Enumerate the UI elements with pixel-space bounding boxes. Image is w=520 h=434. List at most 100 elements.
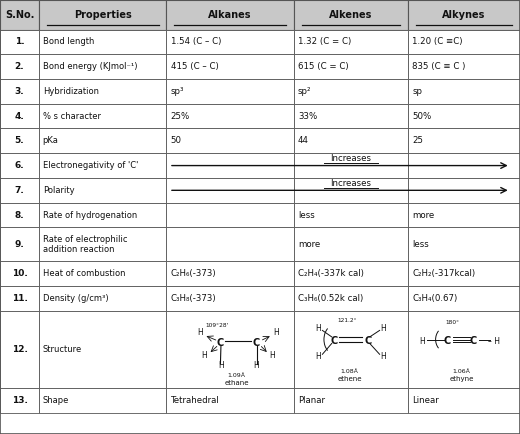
Text: Linear: Linear bbox=[412, 396, 439, 405]
Text: 1.32 (C = C): 1.32 (C = C) bbox=[298, 37, 351, 46]
Text: Planar: Planar bbox=[298, 396, 325, 405]
Bar bbox=[39, 54, 166, 79]
Text: H: H bbox=[273, 328, 279, 337]
Text: H: H bbox=[315, 352, 321, 362]
Bar bbox=[408, 104, 520, 128]
Text: 1.06Å: 1.06Å bbox=[452, 369, 470, 374]
Bar bbox=[408, 227, 520, 261]
Text: C₂H₄(-337k cal): C₂H₄(-337k cal) bbox=[298, 269, 364, 278]
Bar bbox=[294, 311, 408, 388]
Bar bbox=[166, 311, 294, 388]
Bar bbox=[0, 153, 39, 178]
Text: H: H bbox=[269, 352, 275, 360]
Bar bbox=[0, 311, 39, 388]
Text: 44: 44 bbox=[298, 136, 309, 145]
Bar bbox=[166, 128, 294, 153]
Bar bbox=[408, 311, 520, 388]
Text: S.No.: S.No. bbox=[5, 10, 34, 20]
Text: 835 (C ≡ C ): 835 (C ≡ C ) bbox=[412, 62, 466, 71]
Text: 12.: 12. bbox=[11, 345, 28, 354]
Bar bbox=[408, 79, 520, 104]
Text: 9.: 9. bbox=[15, 240, 24, 249]
Bar bbox=[166, 261, 294, 286]
Text: C₂H₂(-317kcal): C₂H₂(-317kcal) bbox=[412, 269, 475, 278]
Text: Rate of electrophilic
addition reaction: Rate of electrophilic addition reaction bbox=[43, 235, 127, 254]
Text: H: H bbox=[420, 337, 425, 346]
Text: 5.: 5. bbox=[15, 136, 24, 145]
Text: C₃H₆(0.52k cal): C₃H₆(0.52k cal) bbox=[298, 294, 363, 303]
Bar bbox=[294, 79, 408, 104]
Bar bbox=[166, 203, 294, 227]
Bar bbox=[408, 178, 520, 203]
Text: 7.: 7. bbox=[15, 186, 24, 195]
Text: Alkanes: Alkanes bbox=[209, 10, 252, 20]
Text: 25%: 25% bbox=[171, 112, 190, 121]
Text: ethane: ethane bbox=[224, 380, 249, 386]
Text: sp³: sp³ bbox=[171, 87, 184, 96]
Bar bbox=[0, 30, 39, 54]
Text: H: H bbox=[380, 352, 386, 362]
Text: less: less bbox=[412, 240, 429, 249]
Bar bbox=[0, 0, 39, 30]
Bar bbox=[166, 0, 294, 30]
Bar bbox=[166, 79, 294, 104]
Bar bbox=[0, 128, 39, 153]
Text: Polarity: Polarity bbox=[43, 186, 74, 195]
Bar bbox=[39, 227, 166, 261]
Text: Bond length: Bond length bbox=[43, 37, 94, 46]
Bar bbox=[294, 203, 408, 227]
Text: – H: – H bbox=[488, 337, 500, 346]
Text: 33%: 33% bbox=[298, 112, 317, 121]
Bar bbox=[39, 79, 166, 104]
Text: more: more bbox=[412, 210, 435, 220]
Text: Alkenes: Alkenes bbox=[329, 10, 373, 20]
Text: Heat of combustion: Heat of combustion bbox=[43, 269, 125, 278]
Text: 10.: 10. bbox=[11, 269, 28, 278]
Bar bbox=[39, 30, 166, 54]
Text: 1.20 (C ≡C): 1.20 (C ≡C) bbox=[412, 37, 463, 46]
Text: 4.: 4. bbox=[15, 112, 24, 121]
Text: C₂H₆(-373): C₂H₆(-373) bbox=[171, 269, 216, 278]
Bar bbox=[39, 261, 166, 286]
Bar bbox=[166, 286, 294, 311]
Bar bbox=[408, 54, 520, 79]
Bar bbox=[166, 227, 294, 261]
Text: 25: 25 bbox=[412, 136, 423, 145]
Text: C: C bbox=[330, 336, 337, 346]
Bar bbox=[39, 388, 166, 413]
Text: 50: 50 bbox=[171, 136, 181, 145]
Bar bbox=[39, 311, 166, 388]
Bar bbox=[294, 54, 408, 79]
Text: 1.54 (C – C): 1.54 (C – C) bbox=[171, 37, 221, 46]
Bar bbox=[0, 178, 39, 203]
Bar bbox=[39, 0, 166, 30]
Text: Increases: Increases bbox=[331, 179, 371, 188]
Bar bbox=[294, 261, 408, 286]
Text: C: C bbox=[470, 336, 477, 346]
Bar bbox=[166, 388, 294, 413]
Text: 2.: 2. bbox=[15, 62, 24, 71]
Bar bbox=[39, 153, 166, 178]
Bar bbox=[294, 0, 408, 30]
Text: C: C bbox=[364, 336, 371, 346]
Text: 6.: 6. bbox=[15, 161, 24, 170]
Bar bbox=[0, 388, 39, 413]
Text: 13.: 13. bbox=[11, 396, 28, 405]
Bar bbox=[408, 0, 520, 30]
Bar bbox=[39, 128, 166, 153]
Text: H: H bbox=[197, 328, 203, 337]
Bar bbox=[294, 286, 408, 311]
Text: Structure: Structure bbox=[43, 345, 82, 354]
Bar bbox=[166, 153, 294, 178]
Text: ethyne: ethyne bbox=[449, 376, 474, 382]
Text: Hybridization: Hybridization bbox=[43, 87, 99, 96]
Bar bbox=[0, 104, 39, 128]
Bar bbox=[408, 153, 520, 178]
Bar bbox=[408, 388, 520, 413]
Bar bbox=[166, 104, 294, 128]
Text: 121.2°: 121.2° bbox=[337, 319, 357, 323]
Text: Properties: Properties bbox=[74, 10, 132, 20]
Text: H: H bbox=[218, 362, 224, 370]
Text: Shape: Shape bbox=[43, 396, 69, 405]
Bar bbox=[166, 54, 294, 79]
